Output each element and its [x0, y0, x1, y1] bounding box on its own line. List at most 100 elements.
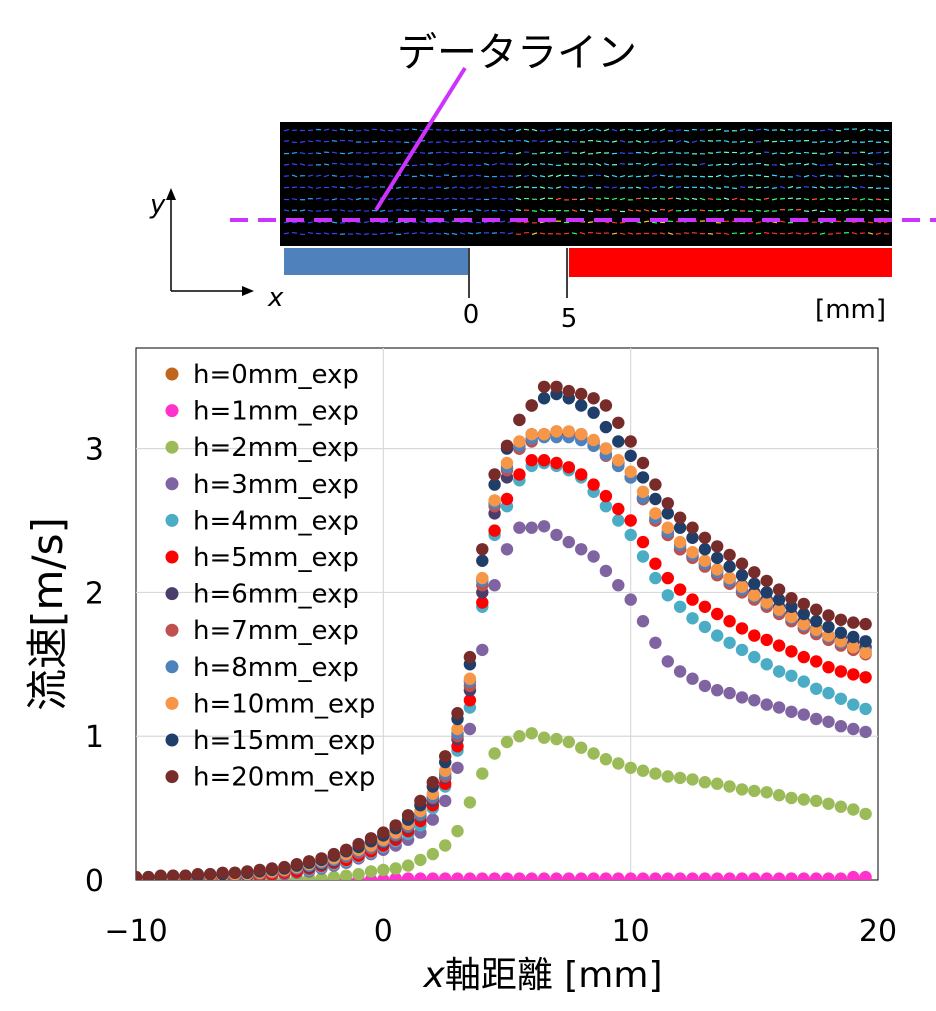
velocity-vector — [388, 199, 393, 200]
data-point — [674, 665, 686, 677]
velocity-vector — [388, 165, 393, 166]
velocity-vector — [332, 187, 337, 188]
data-point — [835, 693, 847, 705]
data-point — [476, 872, 488, 884]
data-point — [587, 407, 599, 419]
velocity-vector — [420, 153, 425, 154]
data-point — [439, 795, 451, 807]
data-point — [439, 750, 451, 762]
data-point — [810, 655, 822, 667]
velocity-vector — [756, 199, 761, 200]
velocity-vector — [420, 188, 425, 189]
data-point — [699, 543, 711, 555]
velocity-vector — [564, 141, 569, 142]
velocity-vector — [732, 210, 737, 211]
velocity-vector — [740, 175, 745, 176]
legend-marker — [166, 368, 179, 381]
data-point — [662, 589, 674, 601]
data-point — [686, 673, 698, 685]
velocity-vector — [508, 129, 513, 130]
data-point — [612, 757, 624, 769]
velocity-vector — [540, 152, 545, 153]
velocity-vector — [428, 211, 433, 212]
legend-entry: h=15mm_exp — [193, 726, 375, 756]
data-point — [488, 494, 500, 506]
velocity-vector — [764, 211, 769, 212]
data-point — [365, 832, 377, 844]
data-point — [835, 872, 847, 884]
velocity-vector — [308, 210, 313, 211]
data-point — [662, 770, 674, 782]
y-tick-label: 1 — [85, 720, 104, 755]
data-point — [773, 872, 785, 884]
data-point — [501, 543, 513, 555]
data-point — [847, 631, 859, 643]
data-point — [587, 392, 599, 404]
data-point — [699, 532, 711, 544]
data-point — [847, 723, 859, 735]
data-point — [736, 644, 748, 656]
velocity-vector — [780, 130, 785, 131]
data-point — [476, 543, 488, 555]
data-point — [649, 872, 661, 884]
velocity-vector — [572, 187, 577, 188]
data-point — [600, 399, 612, 411]
data-point — [501, 457, 513, 469]
data-point — [711, 552, 723, 564]
data-point — [798, 793, 810, 805]
data-point — [761, 658, 773, 670]
data-point — [835, 720, 847, 732]
data-point — [575, 543, 587, 555]
data-point — [538, 392, 550, 404]
data-point — [377, 864, 389, 876]
data-point — [488, 524, 500, 536]
velocity-vector — [644, 221, 649, 222]
data-point — [847, 871, 859, 883]
velocity-vector — [620, 130, 625, 131]
velocity-vector — [756, 129, 761, 130]
data-point — [847, 803, 859, 815]
data-point — [451, 762, 463, 774]
data-point — [600, 872, 612, 884]
velocity-vector — [780, 153, 785, 154]
velocity-vector — [612, 233, 617, 234]
data-point — [575, 872, 587, 884]
data-point — [699, 601, 711, 613]
data-point — [538, 381, 550, 393]
data-point — [501, 736, 513, 748]
data-point — [402, 859, 414, 871]
data-point — [798, 872, 810, 884]
data-point — [810, 713, 822, 725]
velocity-vector — [836, 164, 841, 165]
data-point — [550, 733, 562, 745]
data-point — [761, 575, 773, 587]
data-point — [513, 468, 525, 480]
velocity-vector — [652, 222, 657, 223]
data-point — [390, 819, 402, 831]
data-point — [464, 723, 476, 735]
velocity-vector — [612, 187, 617, 188]
legend-marker — [166, 514, 179, 527]
velocity-vector — [396, 153, 401, 154]
data-point — [612, 417, 624, 429]
data-point — [488, 468, 500, 480]
data-point — [810, 615, 822, 627]
velocity-vector — [756, 210, 761, 211]
velocity-vector — [772, 175, 777, 176]
velocity-vector — [788, 164, 793, 165]
data-point — [538, 732, 550, 744]
data-point — [785, 645, 797, 657]
velocity-vector — [340, 187, 345, 188]
data-point — [526, 399, 538, 411]
data-point — [513, 522, 525, 534]
data-point — [625, 529, 637, 541]
data-point — [748, 651, 760, 663]
velocity-vector — [420, 210, 425, 211]
unit-label: [mm] — [815, 295, 886, 325]
legend-entry: h=0mm_exp — [193, 360, 359, 390]
data-point — [723, 615, 735, 627]
axis-x-arrowhead — [242, 286, 254, 296]
data-point — [612, 514, 624, 526]
velocity-vector — [564, 164, 569, 165]
